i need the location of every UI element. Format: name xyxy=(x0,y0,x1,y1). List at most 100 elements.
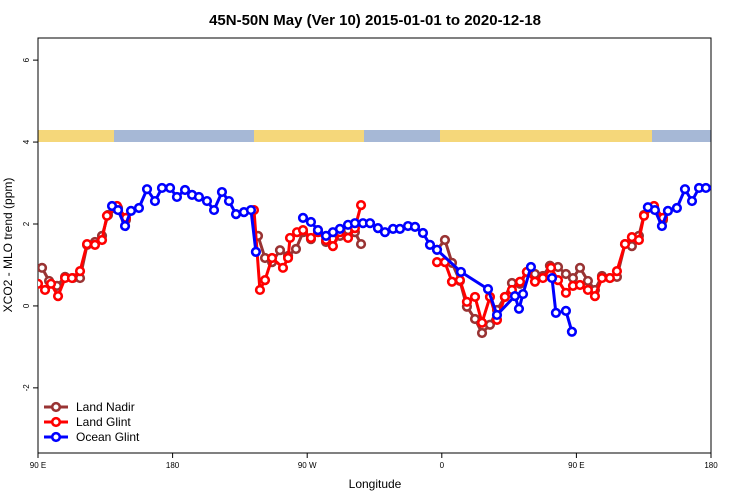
data-point xyxy=(417,227,429,239)
legend-marker xyxy=(50,416,62,428)
data-point xyxy=(686,195,698,207)
data-point xyxy=(454,275,465,286)
data-point xyxy=(431,244,443,255)
data-point xyxy=(245,204,257,216)
data-point xyxy=(282,252,294,264)
data-point xyxy=(604,272,616,284)
legend-label: Land Nadir xyxy=(76,400,135,414)
land-band xyxy=(254,130,364,142)
legend-marker xyxy=(50,431,62,443)
land-band xyxy=(38,130,114,142)
data-point xyxy=(679,184,691,195)
data-point xyxy=(574,262,586,273)
data-point xyxy=(312,225,324,236)
data-point xyxy=(274,245,286,256)
data-point xyxy=(546,272,558,284)
data-point xyxy=(638,210,650,221)
data-point xyxy=(133,202,145,214)
data-point xyxy=(266,252,278,264)
x-tick-label: 180 xyxy=(704,461,718,470)
data-point xyxy=(259,275,271,286)
y-tick-label: 6 xyxy=(22,57,31,62)
land-band xyxy=(440,130,652,142)
data-point xyxy=(141,184,153,195)
data-point xyxy=(560,287,572,298)
x-tick-label: 90 W xyxy=(298,461,317,470)
data-point xyxy=(208,204,220,216)
data-point xyxy=(216,186,228,198)
data-point xyxy=(509,290,521,302)
data-point xyxy=(476,317,488,328)
y-tick-label: 4 xyxy=(22,139,31,144)
data-point xyxy=(39,284,51,296)
data-point xyxy=(297,212,309,223)
data-point xyxy=(455,266,467,278)
data-point xyxy=(582,275,594,287)
data-point xyxy=(517,288,529,300)
data-point xyxy=(662,205,674,216)
x-tick-label: 90 E xyxy=(30,461,46,470)
chart-title: 45N-50N May (Ver 10) 2015-01-01 to 2020-… xyxy=(209,12,541,29)
data-point xyxy=(349,218,361,229)
data-point xyxy=(327,241,339,252)
data-point xyxy=(619,238,631,250)
data-point xyxy=(574,279,586,291)
x-tick-label: 0 xyxy=(440,461,445,470)
data-point xyxy=(355,200,367,211)
data-point xyxy=(223,195,235,207)
series xyxy=(38,200,669,328)
data-point xyxy=(379,227,391,238)
data-point xyxy=(355,238,367,250)
data-point xyxy=(193,191,205,203)
data-point xyxy=(461,296,473,307)
legend-label: Land Glint xyxy=(76,415,131,429)
data-point xyxy=(537,272,548,284)
data-point xyxy=(513,303,525,314)
data-point xyxy=(633,234,645,246)
map-strip xyxy=(38,130,711,142)
data-point xyxy=(567,272,579,284)
data-point xyxy=(589,290,601,302)
data-point xyxy=(89,239,101,250)
data-point xyxy=(656,220,668,232)
data-point xyxy=(277,262,289,273)
data-point xyxy=(545,262,557,273)
data-point xyxy=(66,272,78,284)
data-point xyxy=(566,326,578,337)
data-point xyxy=(364,218,376,229)
data-point xyxy=(491,309,503,321)
data-point xyxy=(476,327,488,339)
y-tick-label: 2 xyxy=(22,221,31,226)
data-point xyxy=(156,182,168,194)
x-tick-label: 90 E xyxy=(568,461,584,470)
data-point xyxy=(611,266,623,277)
data-point xyxy=(230,209,242,220)
data-point xyxy=(482,284,494,295)
data-point xyxy=(112,204,124,216)
data-point xyxy=(439,234,451,246)
data-point xyxy=(560,268,572,280)
data-point xyxy=(394,223,406,235)
data-point xyxy=(431,256,443,268)
data-point xyxy=(525,261,537,273)
data-point xyxy=(342,232,354,244)
series xyxy=(106,182,711,337)
data-point xyxy=(38,278,44,289)
data-point xyxy=(101,210,113,221)
data-point xyxy=(119,220,131,232)
data-point xyxy=(671,202,683,214)
data-point xyxy=(297,225,309,236)
data-point xyxy=(582,284,594,296)
data-point xyxy=(81,238,93,250)
data-point xyxy=(550,307,562,318)
data-point xyxy=(446,276,458,287)
data-point xyxy=(164,182,176,194)
data-point xyxy=(45,278,57,289)
data-point xyxy=(424,239,436,250)
data-point xyxy=(649,204,661,216)
data-point xyxy=(560,305,572,316)
y-tick-label: -2 xyxy=(22,384,31,392)
data-point xyxy=(305,216,317,228)
series-line xyxy=(111,186,706,333)
